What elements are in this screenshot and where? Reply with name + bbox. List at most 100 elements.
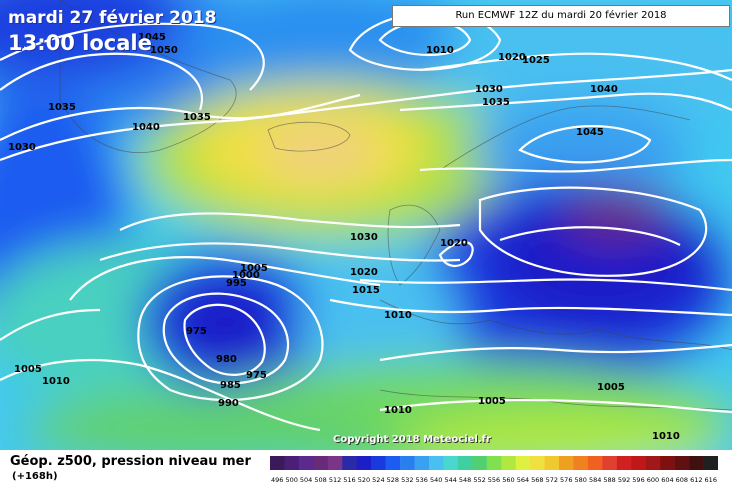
scale-label: 612 [690, 476, 702, 484]
scale-label: 580 [574, 476, 586, 484]
scale-label: 512 [329, 476, 341, 484]
scale-swatch [645, 456, 661, 470]
scale-label: 548 [459, 476, 471, 484]
scale-swatch [616, 456, 632, 470]
isobar-label: 1010 [426, 45, 454, 56]
isobar-label: 1005 [14, 364, 42, 375]
scale-label: 616 [705, 476, 717, 484]
isobar-label: 1000 [232, 270, 260, 281]
isobar-label: 1015 [352, 285, 380, 296]
scale-label: 536 [416, 476, 428, 484]
isobar-label: 1050 [150, 45, 178, 56]
isobar-label: 1035 [48, 102, 76, 113]
variable-label: Géop. z500, pression niveau mer [10, 454, 251, 469]
scale-swatch [486, 456, 502, 470]
isobar-label: 1010 [42, 376, 70, 387]
isobar-labels: 1045 1050 1035 1040 1035 1030 1010 1020 … [8, 32, 680, 442]
scale-label: 508 [314, 476, 326, 484]
scale-label: 496 [271, 476, 283, 484]
scale-label: 604 [661, 476, 673, 484]
weather-map: 1045 1050 1035 1040 1035 1030 1010 1020 … [0, 0, 732, 450]
scale-swatch [472, 456, 488, 470]
scale-swatch [689, 456, 704, 470]
scale-swatch [298, 456, 314, 470]
model-run-info: Run ECMWF 12Z du mardi 20 février 2018 [392, 5, 730, 27]
isobar-label: 1035 [482, 97, 510, 108]
isobar-label: 1020 [498, 52, 526, 63]
scale-label: 560 [502, 476, 514, 484]
isobar-label: 975 [246, 370, 267, 381]
forecast-date: mardi 27 février 2018 [8, 8, 217, 28]
isobar-label: 980 [216, 354, 237, 365]
scale-label: 568 [531, 476, 543, 484]
scale-label: 544 [444, 476, 456, 484]
lead-time-label: (+168h) [12, 471, 58, 482]
isobar-label: 975 [186, 326, 207, 337]
isobar-label: 1045 [576, 127, 604, 138]
scale-swatch [428, 456, 444, 470]
isobar-label: 1030 [475, 84, 503, 95]
scale-label: 572 [546, 476, 558, 484]
scale-swatch [342, 456, 358, 470]
scale-swatch [414, 456, 430, 470]
scale-label: 596 [632, 476, 644, 484]
scale-label: 556 [488, 476, 500, 484]
scale-swatch [530, 456, 545, 470]
scale-swatch [371, 456, 386, 470]
scale-label: 516 [343, 476, 355, 484]
isobar-label: 1005 [597, 382, 625, 393]
isobar-label: 1020 [440, 238, 468, 249]
scale-swatch [270, 456, 285, 470]
scale-label: 564 [517, 476, 529, 484]
scale-swatch [660, 456, 675, 470]
isobar-label: 1040 [590, 84, 618, 95]
scale-swatch [284, 456, 300, 470]
isobar-label: 1035 [183, 112, 211, 123]
scale-label: 576 [560, 476, 572, 484]
scale-swatch [631, 456, 647, 470]
scale-label: 592 [618, 476, 630, 484]
isobar-label: 1010 [652, 431, 680, 442]
scale-swatch [356, 456, 372, 470]
scale-swatch [703, 456, 718, 470]
scale-swatch [515, 456, 531, 470]
scale-swatch [544, 456, 560, 470]
isobar-label: 985 [220, 380, 241, 391]
scale-label: 528 [387, 476, 399, 484]
isobar-label: 1040 [132, 122, 160, 133]
scale-label: 520 [358, 476, 370, 484]
scale-swatch [385, 456, 401, 470]
scale-label: 540 [430, 476, 442, 484]
color-scale: 496 500 504 508 512 516 520 524 528 532 536 540 544 5… [270, 456, 718, 484]
scale-swatch [443, 456, 459, 470]
isobar-label: 1010 [384, 405, 412, 416]
scale-swatch [559, 456, 574, 470]
scale-swatch [327, 456, 343, 470]
isobar-label: 995 [226, 278, 247, 289]
scale-swatch [400, 456, 415, 470]
isobar-label: 1010 [384, 310, 412, 321]
isobar-label: 1025 [522, 55, 550, 66]
scale-label: 584 [589, 476, 601, 484]
scale-label: 552 [473, 476, 485, 484]
isobar-label: 1030 [350, 232, 378, 243]
isobar-label: 990 [218, 398, 239, 409]
scale-label: 608 [676, 476, 688, 484]
copyright-text: Copyright 2018 Meteociel.fr [333, 434, 491, 445]
scale-swatch [457, 456, 473, 470]
isobar-label: 1005 [240, 263, 268, 274]
scale-swatch [501, 456, 516, 470]
forecast-local-time: 13:00 locale [8, 31, 152, 55]
scale-label: 532 [401, 476, 413, 484]
scale-label: 524 [372, 476, 384, 484]
isobar-label: 1030 [8, 142, 36, 153]
scale-label: 600 [647, 476, 659, 484]
scale-swatch [573, 456, 589, 470]
scale-swatch [674, 456, 690, 470]
scale-label: 500 [285, 476, 297, 484]
isobar-label: 1045 [138, 32, 166, 43]
scale-swatch [313, 456, 329, 470]
isobar-label: 1020 [350, 267, 378, 278]
scale-swatch [587, 456, 603, 470]
